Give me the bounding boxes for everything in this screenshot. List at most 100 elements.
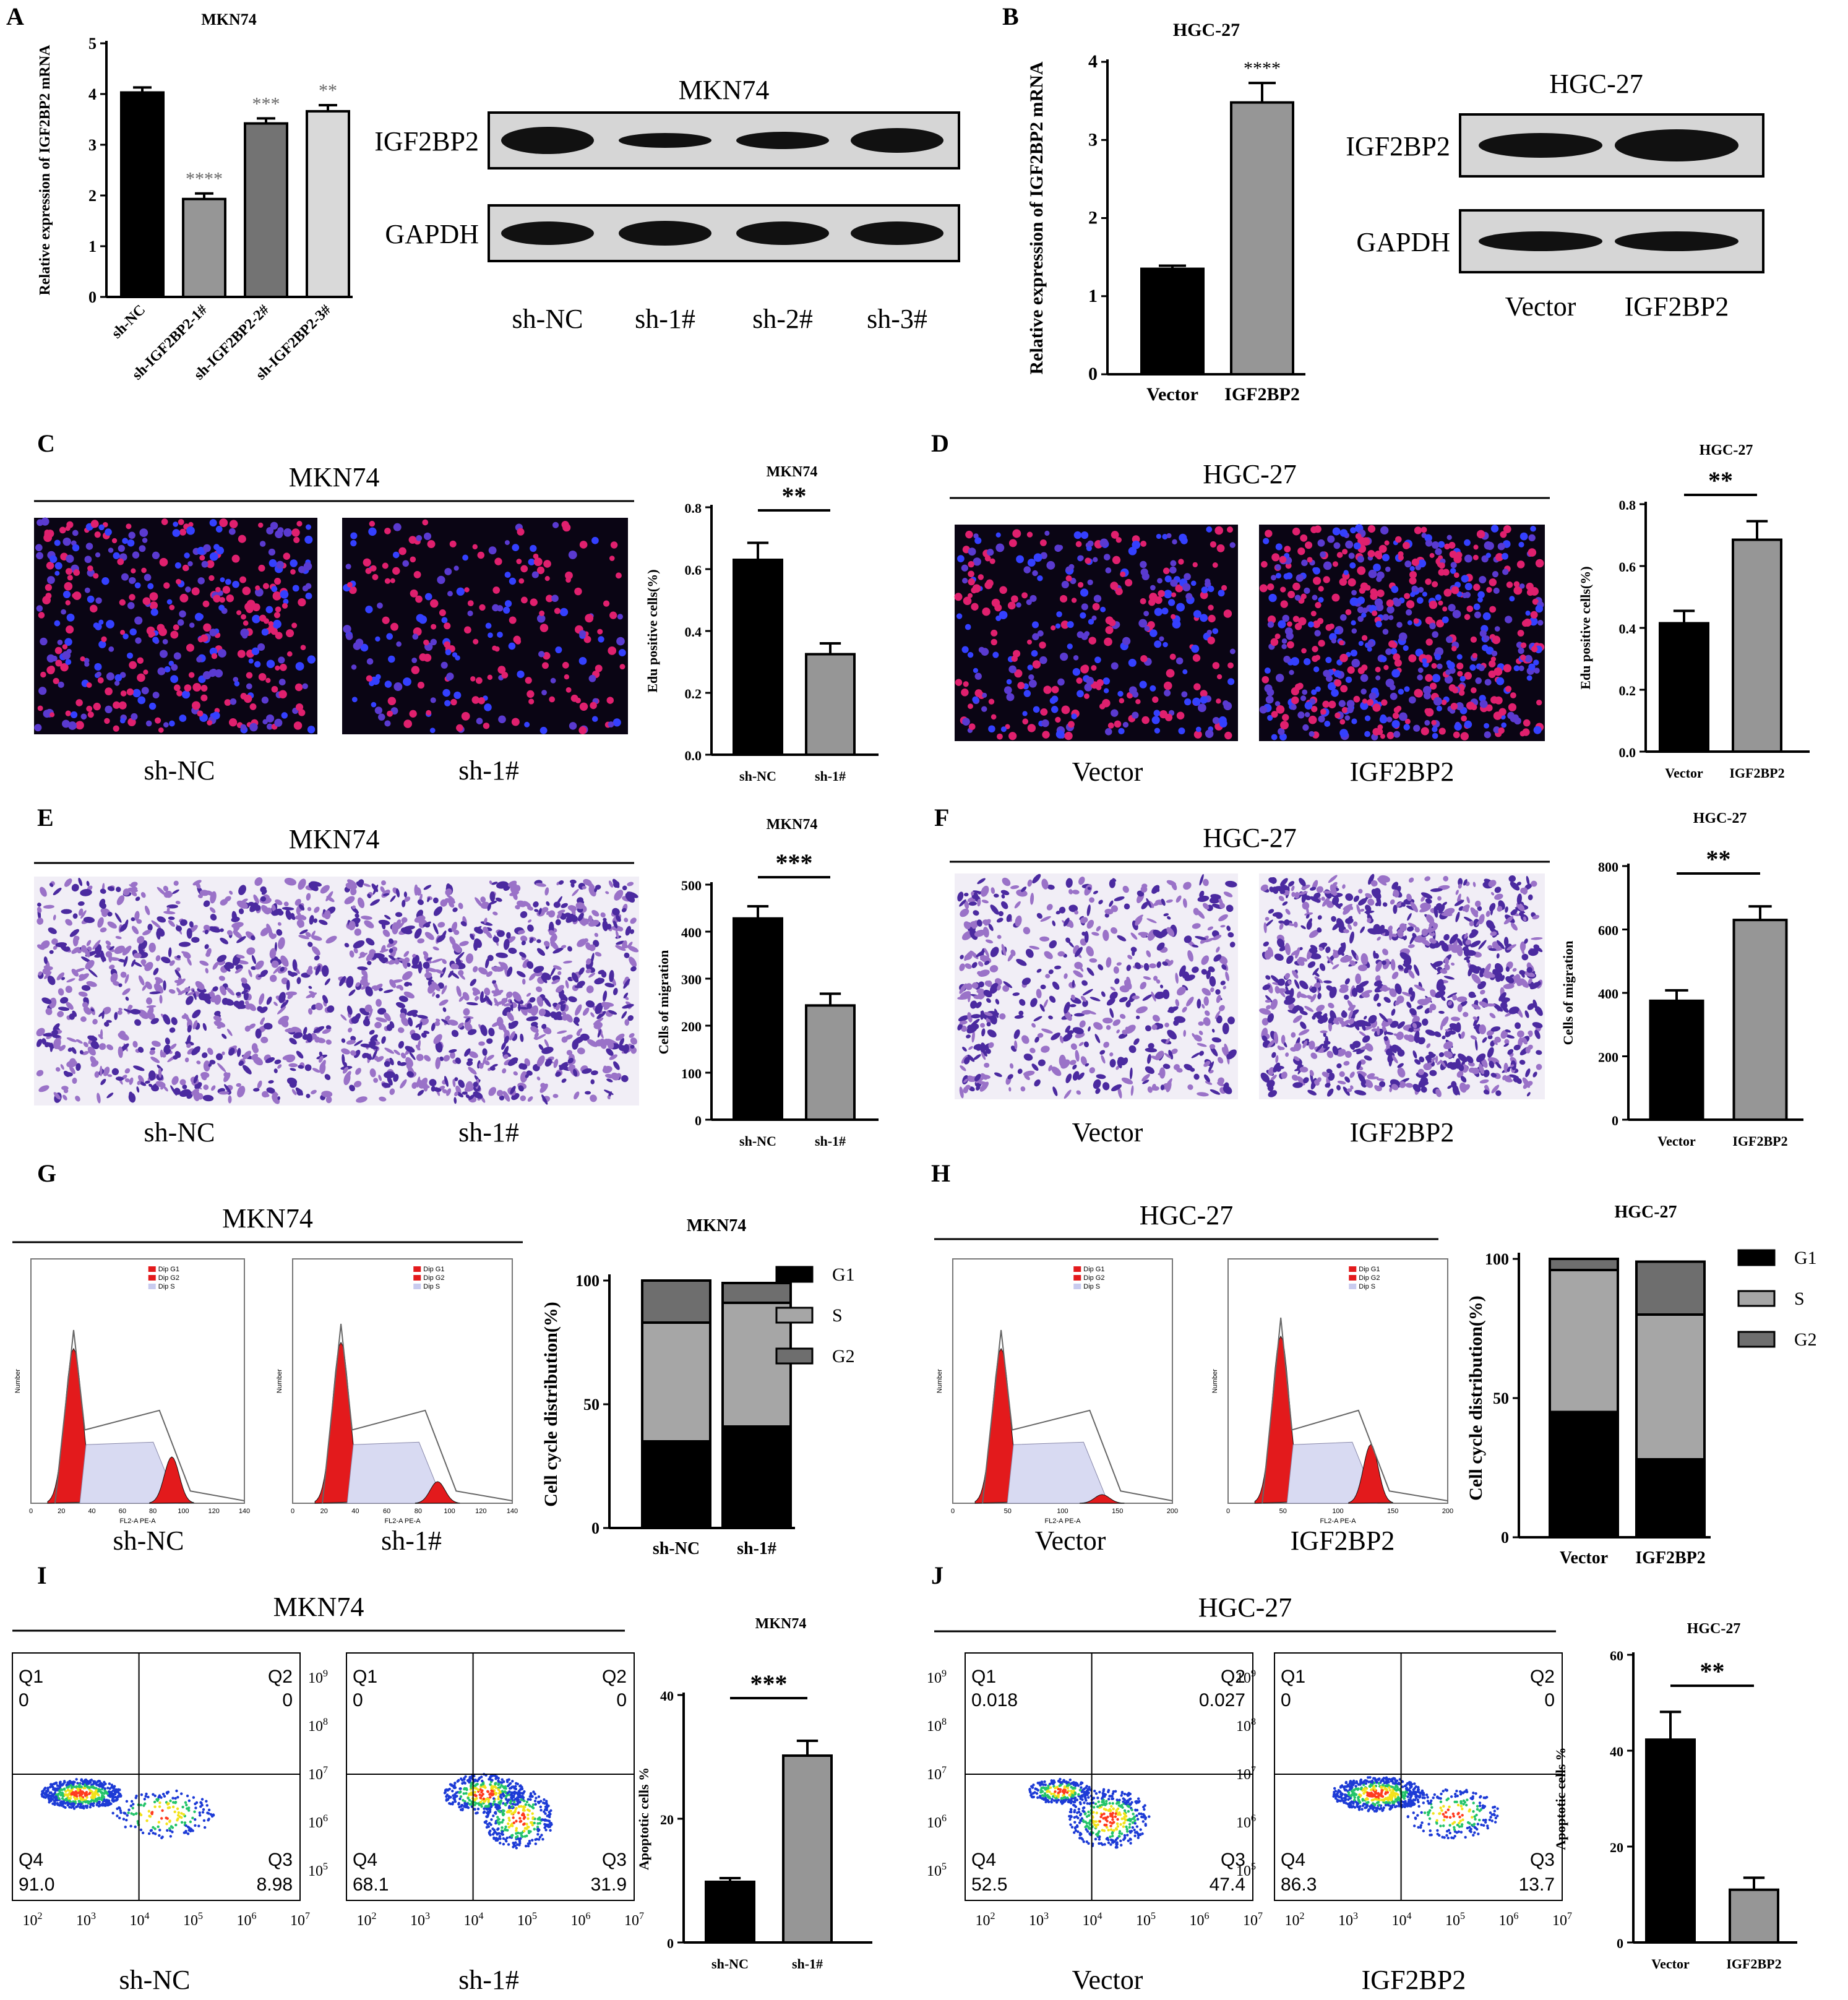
- cell-dot: [1351, 718, 1357, 724]
- cell-blob: [565, 1034, 573, 1040]
- cell-dot: [1291, 687, 1299, 696]
- cell-dot: [1441, 699, 1447, 705]
- cell-blob: [59, 997, 69, 1004]
- cell-dot: [290, 559, 298, 567]
- cell-blob: [305, 932, 311, 937]
- cell-blob: [168, 947, 172, 958]
- cell-blob: [67, 1047, 72, 1052]
- cell-blob: [442, 1007, 447, 1012]
- cell-dot: [108, 646, 114, 652]
- cell-dot: [1432, 726, 1438, 732]
- cell-blob: [268, 1080, 274, 1084]
- cell-blob: [630, 929, 635, 934]
- cell-dot: [172, 529, 181, 537]
- cell-blob: [468, 1051, 478, 1058]
- cell-blob: [557, 1030, 567, 1034]
- cell-dot: [999, 611, 1008, 620]
- cell-dot: [1138, 619, 1148, 628]
- cell-blob: [539, 1083, 548, 1093]
- cell-blob: [59, 1045, 66, 1052]
- cell-blob: [580, 1033, 590, 1041]
- cell-dot: [366, 675, 373, 682]
- y-tick-label: 50: [583, 1396, 600, 1414]
- y-axis-label: Relative expression of IGF2BP2 mRNA: [37, 45, 53, 296]
- cell-blob: [277, 1096, 280, 1101]
- cell-dot: [1339, 640, 1344, 646]
- cell-blob: [228, 1047, 235, 1056]
- cell-blob: [619, 1037, 625, 1046]
- cell-blob: [439, 1056, 444, 1062]
- cell-dot: [45, 593, 52, 599]
- cell-dot: [1336, 552, 1343, 558]
- cell-dot: [229, 520, 238, 528]
- cell-blob: [371, 883, 379, 893]
- cell-blob: [377, 1008, 387, 1015]
- cell-blob: [120, 971, 127, 978]
- cell-dot: [281, 712, 288, 719]
- cell-dot: [444, 700, 451, 706]
- cell-dot: [1163, 567, 1170, 575]
- cell-blob: [241, 977, 247, 984]
- cell-blob: [568, 996, 577, 1003]
- cell-dot: [129, 661, 137, 669]
- cell-dot: [1125, 578, 1133, 586]
- cell-blob: [565, 913, 576, 923]
- cell-blob: [367, 1008, 373, 1019]
- cell-dot: [1372, 727, 1380, 736]
- cell-dot: [218, 604, 225, 611]
- cell-dot: [230, 698, 237, 705]
- cell-dot: [1284, 627, 1293, 635]
- y-tick-label: 0.4: [685, 624, 702, 640]
- cell-blob: [75, 1063, 81, 1071]
- cell-blob: [381, 880, 386, 886]
- cell-dot: [518, 578, 525, 584]
- cell-dot: [1425, 674, 1433, 682]
- cell-blob: [561, 1078, 567, 1083]
- cell-blob: [387, 1076, 393, 1086]
- cell-dot: [485, 622, 492, 629]
- cell-dot: [479, 604, 486, 611]
- cell-blob: [522, 963, 528, 968]
- cell-blob: [544, 887, 549, 896]
- cell-dot: [393, 523, 402, 531]
- y-tick-label: 0.6: [685, 562, 702, 578]
- cell-blob: [277, 1064, 282, 1069]
- cell-blob: [621, 908, 627, 912]
- cell-blob: [313, 918, 317, 924]
- cell-dot: [199, 555, 205, 561]
- cell-dot: [1271, 734, 1278, 740]
- image-caption: Vector: [1035, 1526, 1106, 1556]
- cell-blob: [174, 969, 181, 978]
- cell-dot: [1328, 700, 1336, 709]
- cell-dot: [186, 643, 194, 652]
- cell-dot: [1004, 686, 1012, 694]
- cell-blob: [387, 940, 398, 948]
- cell-blob: [161, 1052, 166, 1058]
- cell-dot: [961, 564, 968, 572]
- cell-dot: [149, 601, 158, 610]
- cell-blob: [367, 961, 372, 966]
- cell-blob: [538, 1008, 546, 1016]
- cell-dot: [1191, 645, 1200, 653]
- cell-dot: [1313, 567, 1321, 575]
- cell-blob: [401, 1016, 409, 1026]
- cell-blob: [61, 909, 72, 914]
- cell-dot: [1261, 676, 1270, 684]
- cell-dot: [1425, 539, 1433, 547]
- cell-dot: [254, 661, 261, 667]
- histogram-x-label: FL2-A PE-A: [119, 1517, 156, 1525]
- cell-dot: [991, 638, 997, 646]
- cell-dot: [101, 577, 110, 585]
- cell-blob: [423, 921, 431, 927]
- cell-blob: [157, 1065, 163, 1071]
- cell-blob: [486, 1038, 493, 1044]
- cell-dot: [1390, 692, 1398, 700]
- cell-blob: [436, 1018, 441, 1022]
- cell-blob: [382, 929, 390, 937]
- cell-dot: [174, 562, 181, 569]
- cell-dot: [1181, 691, 1188, 698]
- cell-blob: [155, 955, 161, 961]
- cell-blob: [446, 1088, 452, 1096]
- cell-dot: [1265, 530, 1273, 538]
- cell-blob: [458, 903, 463, 909]
